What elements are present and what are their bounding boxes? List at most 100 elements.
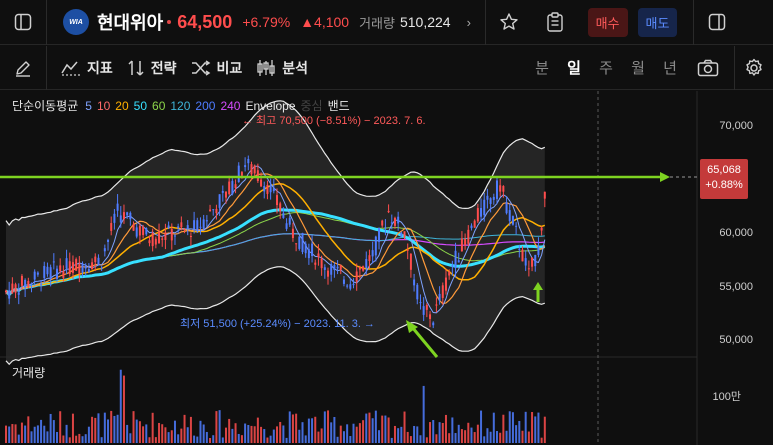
buy-button[interactable]: 매수 <box>587 7 628 37</box>
candle <box>464 238 467 246</box>
envelope-line <box>5 100 546 227</box>
candle <box>46 266 49 275</box>
memo-button[interactable] <box>532 0 578 45</box>
period-day[interactable]: 일 <box>567 60 581 77</box>
candle <box>276 195 278 206</box>
high-annotation: ← 최고 70,500 (−8.51%) − 2023. 7. 6. <box>242 115 426 127</box>
volume-bar <box>196 436 199 443</box>
candle <box>212 209 215 211</box>
candle <box>59 265 62 272</box>
change-percent: +6.79% <box>242 14 291 30</box>
pencil-icon <box>16 60 30 77</box>
compare-button[interactable]: 비교 <box>191 58 242 78</box>
candle <box>173 235 176 237</box>
candle <box>467 229 470 244</box>
volume-bar <box>441 422 444 443</box>
period-year[interactable]: 년 <box>663 60 677 77</box>
chevron-right-icon[interactable]: › <box>466 14 471 30</box>
volume-bar <box>59 411 62 443</box>
candle <box>422 306 425 315</box>
volume-bar <box>40 419 43 443</box>
candle <box>205 220 208 222</box>
volume-bar <box>46 431 49 443</box>
volume-bar <box>515 425 518 443</box>
volume-bar <box>129 433 132 443</box>
sell-button[interactable]: 매도 <box>637 7 678 37</box>
volume-bar <box>215 411 218 443</box>
candle <box>260 179 263 187</box>
candle <box>11 283 14 294</box>
price-chart-canvas[interactable] <box>0 91 773 445</box>
candle <box>416 284 419 300</box>
volume-bar <box>276 426 278 443</box>
analysis-button[interactable]: 분석 <box>256 58 308 78</box>
volume-bar <box>518 420 521 443</box>
candle <box>263 185 266 192</box>
draw-button[interactable] <box>0 59 46 77</box>
volume-bar <box>205 431 208 443</box>
price-axis-label: 70,000 <box>719 120 753 132</box>
current-price-tag: 65,068 +0.88% <box>700 159 748 199</box>
candle <box>384 227 387 229</box>
candle <box>393 217 396 226</box>
envelope-fill <box>6 100 545 365</box>
candle <box>349 284 352 289</box>
volume-bar <box>161 424 164 443</box>
indicator-button[interactable]: 지표 <box>61 58 113 78</box>
candle <box>17 292 20 295</box>
candle <box>521 249 524 262</box>
candle <box>49 267 52 279</box>
candle <box>87 269 90 273</box>
volume-bar <box>397 428 400 443</box>
analysis-label: 분석 <box>282 59 309 76</box>
candle <box>470 225 473 229</box>
volume-bar <box>151 412 154 443</box>
candle <box>307 249 310 259</box>
candle <box>362 266 365 271</box>
panel-right-icon <box>709 13 726 31</box>
volume-bar <box>263 429 266 443</box>
candle <box>524 258 527 266</box>
candle <box>75 259 78 271</box>
volume-bar <box>378 430 381 443</box>
settings-button[interactable] <box>735 58 773 78</box>
volume-bar <box>84 434 87 443</box>
period-week[interactable]: 주 <box>599 60 613 77</box>
period-month[interactable]: 월 <box>631 60 645 77</box>
candle <box>451 265 454 267</box>
volume-bar <box>368 412 371 443</box>
volume-bar <box>295 413 298 443</box>
clipboard-icon <box>546 12 563 32</box>
volume-bar <box>393 425 396 443</box>
candle <box>368 255 371 262</box>
volume-bar <box>43 425 46 443</box>
strategy-button[interactable]: 전략 <box>127 58 177 78</box>
tag-price: 65,068 <box>707 164 741 176</box>
candle <box>177 226 180 228</box>
volume-bar <box>17 434 20 443</box>
period-minute[interactable]: 분 <box>535 60 549 77</box>
candle <box>397 216 400 224</box>
favorite-button[interactable] <box>486 0 532 45</box>
candle <box>52 261 55 263</box>
candle <box>132 224 135 231</box>
candle <box>183 229 186 231</box>
candle <box>135 227 138 237</box>
candle <box>148 240 151 244</box>
volume-bar <box>425 437 428 443</box>
volume-bar <box>49 413 52 443</box>
candle <box>91 262 94 270</box>
sidebar-toggle-button[interactable] <box>0 0 46 45</box>
ma-period-50: 50 <box>133 98 148 113</box>
price-chart[interactable]: 단순이동평균 5 10 20 50 60 120 200 240 Envelop… <box>0 91 773 445</box>
volume-axis-label: 100만 <box>712 391 741 403</box>
volume-bar <box>78 433 81 443</box>
right-panel-toggle-button[interactable] <box>694 0 740 45</box>
candle <box>339 265 342 270</box>
indicator-legend[interactable]: 단순이동평균 5 10 20 50 60 120 200 240 Envelop… <box>12 97 350 114</box>
volume-bar <box>438 422 441 443</box>
candle <box>537 246 540 256</box>
candle <box>288 217 291 225</box>
screenshot-button[interactable] <box>688 59 728 77</box>
volume-bar <box>103 412 106 443</box>
